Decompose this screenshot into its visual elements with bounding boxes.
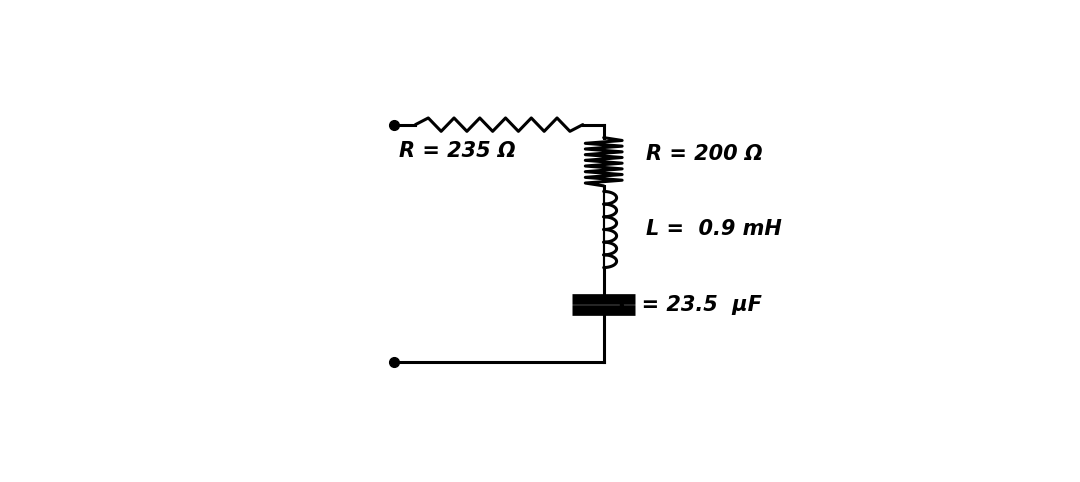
Text: C = 23.5  μF: C = 23.5 μF	[619, 295, 761, 315]
Text: R = 200 Ω: R = 200 Ω	[646, 144, 762, 164]
Text: R = 235 Ω: R = 235 Ω	[399, 141, 515, 161]
Text: L =  0.9 mH: L = 0.9 mH	[646, 219, 782, 240]
